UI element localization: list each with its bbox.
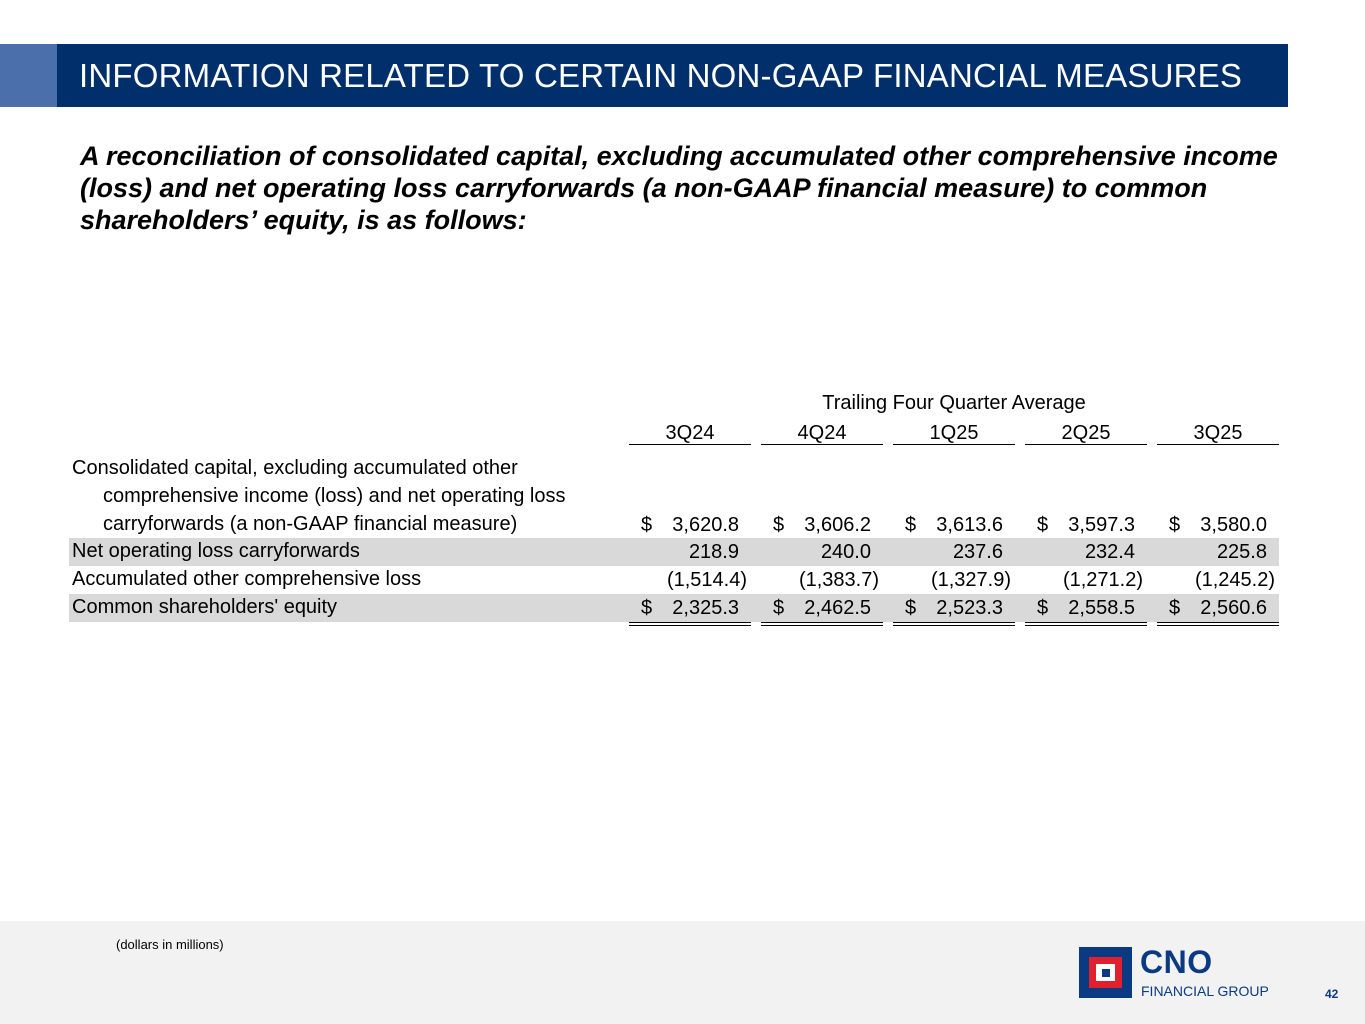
column-header-3q25: 3Q25: [1157, 422, 1279, 445]
currency-symbol: $: [905, 597, 917, 619]
cell-value: 2,462.5: [804, 597, 871, 619]
table-row-accumulated-other-comprehensive-loss: Accumulated other comprehensive loss (1,…: [69, 566, 1279, 595]
table-cell: 225.8: [1157, 538, 1279, 566]
cell-value: (1,245.2): [1194, 569, 1275, 591]
currency-symbol: $: [1037, 514, 1049, 536]
table-row-common-shareholders-equity: Common shareholders' equity $2,325.3 $2,…: [69, 594, 1279, 626]
units-note: (dollars in millions): [116, 937, 224, 952]
table-cell: $2,523.3: [893, 594, 1015, 626]
table-row-net-operating-loss: Net operating loss carryforwards 218.9 2…: [69, 538, 1279, 566]
currency-symbol: $: [905, 514, 917, 536]
cell-value: 2,558.5: [1068, 597, 1135, 619]
logo-mark-icon: [1079, 947, 1132, 998]
cell-value: 3,597.3: [1068, 514, 1135, 536]
cell-value: (1,514.4): [666, 569, 747, 591]
cno-logo: CNO FINANCIAL GROUP: [1079, 944, 1289, 1001]
table-row-consolidated-capital: Consolidated capital, excluding accumula…: [69, 455, 1279, 539]
row-label: Common shareholders' equity: [72, 596, 338, 618]
table-cell: $2,325.3: [629, 594, 751, 626]
currency-symbol: $: [641, 597, 653, 619]
row-label-line: Consolidated capital, excluding accumula…: [72, 457, 518, 479]
table-cell: 240.0: [761, 538, 883, 566]
cell-value: 3,613.6: [936, 514, 1003, 536]
table-cell: $3,580.0: [1157, 511, 1279, 539]
table-cell: $3,606.2: [761, 511, 883, 539]
cell-value: 232.4: [1084, 541, 1135, 563]
table-cell: (1,327.9): [893, 566, 1015, 595]
cell-value: 2,325.3: [672, 597, 739, 619]
cell-value: 2,560.6: [1200, 597, 1267, 619]
table-cell: $3,620.8: [629, 511, 751, 539]
logo-subtitle: FINANCIAL GROUP: [1141, 983, 1269, 999]
header-accent-block: [0, 44, 57, 107]
table-cell: (1,383.7): [761, 566, 883, 595]
row-label-line: carryforwards (a non-GAAP financial meas…: [103, 513, 518, 535]
currency-symbol: $: [1037, 597, 1049, 619]
table-cell: $2,560.6: [1157, 594, 1279, 626]
cell-value: (1,271.2): [1062, 569, 1143, 591]
cell-value: 237.6: [952, 541, 1003, 563]
table-cell: 237.6: [893, 538, 1015, 566]
table-cell: (1,271.2): [1025, 566, 1147, 595]
row-label-line: comprehensive income (loss) and net oper…: [103, 485, 566, 507]
currency-symbol: $: [773, 514, 785, 536]
table-cell: $2,462.5: [761, 594, 883, 626]
cell-value: 225.8: [1216, 541, 1267, 563]
currency-symbol: $: [1169, 597, 1181, 619]
currency-symbol: $: [773, 597, 785, 619]
table-cell: 218.9: [629, 538, 751, 566]
column-header-4q24: 4Q24: [761, 422, 883, 445]
header-bar: INFORMATION RELATED TO CERTAIN NON-GAAP …: [57, 44, 1288, 107]
column-header-2q25: 2Q25: [1025, 422, 1147, 445]
page-number: 42: [1325, 987, 1339, 1001]
table-cell: $3,613.6: [893, 511, 1015, 539]
table-cell: (1,245.2): [1157, 566, 1279, 595]
column-header-3q24: 3Q24: [629, 422, 751, 445]
currency-symbol: $: [1169, 514, 1181, 536]
cell-value: 3,580.0: [1200, 514, 1267, 536]
logo-wordmark: CNO: [1140, 944, 1213, 980]
currency-symbol: $: [641, 514, 653, 536]
period-header: Trailing Four Quarter Average: [822, 392, 1086, 414]
cell-value: 2,523.3: [936, 597, 1003, 619]
cell-value: 3,620.8: [672, 514, 739, 536]
table-cell: $3,597.3: [1025, 511, 1147, 539]
row-label: Accumulated other comprehensive loss: [72, 568, 422, 590]
column-header-1q25: 1Q25: [893, 422, 1015, 445]
row-label: Net operating loss carryforwards: [72, 540, 360, 562]
cell-value: 3,606.2: [804, 514, 871, 536]
page-title: INFORMATION RELATED TO CERTAIN NON-GAAP …: [79, 57, 1243, 94]
cell-value: 240.0: [820, 541, 871, 563]
table-cell: (1,514.4): [629, 566, 751, 595]
cell-value: (1,383.7): [798, 569, 879, 591]
table-cell: $2,558.5: [1025, 594, 1147, 626]
footer: (dollars in millions) CNO FINANCIAL GROU…: [0, 921, 1365, 1024]
cell-value: 218.9: [688, 541, 739, 563]
subtitle: A reconciliation of consolidated capital…: [80, 141, 1278, 235]
cell-value: (1,327.9): [930, 569, 1011, 591]
table-cell: 232.4: [1025, 538, 1147, 566]
